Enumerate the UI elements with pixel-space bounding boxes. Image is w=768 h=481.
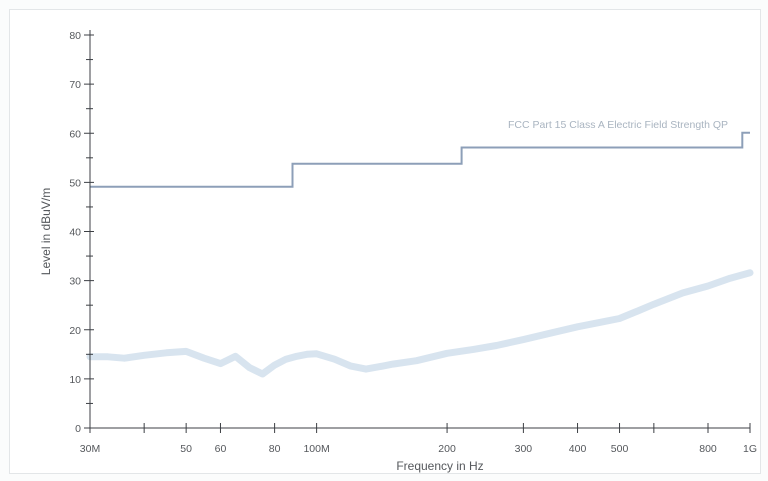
y-tick-label: 60 [69,128,81,140]
x-tick-label: 30M [80,443,100,455]
x-tick-label: 100M [303,443,329,455]
limit-line [90,131,750,188]
x-tick-label: 1G [743,443,757,455]
x-tick-label: 50 [180,443,192,455]
x-tick-label: 60 [215,443,227,455]
axes: 0 10 20 30 40 50 60 70 80 30M 50 60 80 100M 200 300 400 5… [69,30,757,455]
y-tick-label: 30 [69,276,81,288]
x-axis-title: Frequency in Hz [396,459,483,473]
y-tick-label: 0 [75,423,81,435]
y-tick-label: 10 [69,374,81,386]
x-tick-label: 200 [438,443,456,455]
chart-frame: 0 10 20 30 40 50 60 70 80 30M 50 60 80 100M 200 300 400 5… [9,9,761,474]
y-tick-label: 70 [69,79,81,91]
plot-area [86,131,754,378]
x-tick-label: 800 [699,443,717,455]
x-tick-label: 80 [269,443,281,455]
x-tick-label: 500 [611,443,629,455]
y-tick-label: 20 [69,325,81,337]
emission-chart: 0 10 20 30 40 50 60 70 80 30M 50 60 80 100M 200 300 400 5… [39,30,757,473]
y-axis-title: Level in dBuV/m [39,188,53,275]
measurement-trace [86,269,754,378]
x-tick-label: 300 [515,443,533,455]
limit-line-label: FCC Part 15 Class A Electric Field Stren… [508,119,728,131]
y-tick-label: 80 [69,30,81,42]
y-tick-label: 50 [69,177,81,189]
x-tick-label: 400 [569,443,587,455]
y-tick-label: 40 [69,227,81,239]
